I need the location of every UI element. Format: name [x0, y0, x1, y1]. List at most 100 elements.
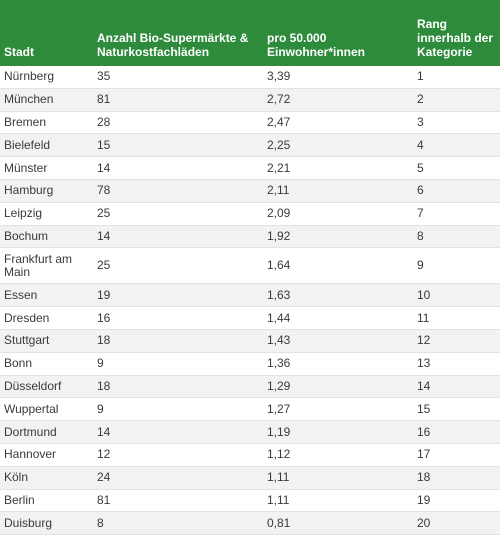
cell-city: Essen — [4, 287, 38, 302]
cell-city: Nürnberg — [4, 69, 55, 84]
cell-per-capita: 1,63 — [267, 287, 291, 302]
table-row: Duisburg 8 0,81 20 — [0, 512, 500, 536]
cell-rank: 12 — [417, 333, 431, 348]
cell-city: Bochum — [4, 228, 49, 243]
cell-per-capita: 2,21 — [267, 160, 291, 175]
table-row: München 81 2,72 2 — [0, 88, 500, 112]
table-row: Bielefeld 15 2,25 4 — [0, 134, 500, 158]
header-city: Stadt — [4, 45, 34, 59]
cell-city: Münster — [4, 160, 48, 175]
table-row: Bonn 9 1,36 13 — [0, 353, 500, 376]
table-row: Berlin 81 1,11 19 — [0, 490, 500, 513]
table-row: Dresden 16 1,44 11 — [0, 307, 500, 330]
cell-city: Bielefeld — [4, 137, 51, 152]
cell-rank: 16 — [417, 424, 431, 439]
table-row: Köln 24 1,11 18 — [0, 466, 500, 490]
cell-per-capita: 1,92 — [267, 228, 291, 243]
cell-rank: 19 — [417, 492, 431, 507]
cell-rank: 4 — [417, 137, 424, 152]
cell-per-capita: 1,44 — [267, 310, 291, 325]
cell-city: Berlin — [4, 492, 35, 507]
cell-per-capita: 2,25 — [267, 137, 291, 152]
cell-city: Bremen — [4, 114, 47, 129]
table-row: Münster 14 2,21 5 — [0, 157, 500, 180]
cell-count: 25 — [97, 258, 111, 273]
header-rank: Rang innerhalb der Kategorie — [417, 17, 494, 59]
cell-per-capita: 1,19 — [267, 424, 291, 439]
cell-count: 14 — [97, 160, 111, 175]
cell-per-capita: 1,11 — [267, 470, 290, 485]
cell-per-capita: 1,43 — [267, 333, 291, 348]
cell-city: Dortmund — [4, 424, 57, 439]
cell-count: 16 — [97, 310, 111, 325]
cell-rank: 6 — [417, 183, 424, 198]
cell-city: Düsseldorf — [4, 378, 62, 393]
cell-per-capita: 2,72 — [267, 92, 291, 107]
cell-rank: 10 — [417, 287, 431, 302]
cell-count: 15 — [97, 137, 111, 152]
cell-count: 28 — [97, 114, 111, 129]
cell-per-capita: 0,81 — [267, 515, 291, 530]
cell-per-capita: 1,27 — [267, 401, 291, 416]
cell-count: 18 — [97, 378, 111, 393]
cell-per-capita: 3,39 — [267, 69, 291, 84]
table-row: Düsseldorf 18 1,29 14 — [0, 375, 500, 399]
cell-count: 14 — [97, 228, 111, 243]
cell-city: Wuppertal — [4, 401, 59, 416]
cell-rank: 14 — [417, 378, 431, 393]
cell-count: 25 — [97, 206, 111, 221]
table-row: Nürnberg 35 3,39 1 — [0, 66, 500, 89]
table-body: Nürnberg 35 3,39 1 München 81 2,72 2 Bremen 28 2,4… — [0, 66, 500, 536]
cell-city: Köln — [4, 470, 29, 485]
cell-city: Hamburg — [4, 183, 54, 198]
cell-per-capita: 1,64 — [267, 258, 291, 273]
cell-city: München — [4, 92, 54, 107]
cell-count: 19 — [97, 287, 111, 302]
table-row: Essen 19 1,63 10 — [0, 284, 500, 308]
table-header: Stadt Anzahl Bio-Supermärkte & Naturkost… — [0, 0, 500, 66]
cell-rank: 8 — [417, 228, 424, 243]
cell-city: Frankfurt am Main — [4, 251, 73, 279]
cell-count: 24 — [97, 470, 111, 485]
table-row: Wuppertal 9 1,27 15 — [0, 398, 500, 422]
cell-rank: 9 — [417, 258, 424, 273]
cell-rank: 15 — [417, 401, 431, 416]
cell-city: Bonn — [4, 356, 33, 371]
cell-count: 35 — [97, 69, 111, 84]
cell-rank: 17 — [417, 447, 431, 462]
cell-per-capita: 1,29 — [267, 378, 291, 393]
cell-rank: 13 — [417, 356, 431, 371]
cell-rank: 7 — [417, 206, 424, 221]
table-row: Dortmund 14 1,19 16 — [0, 421, 500, 444]
table-row: Bremen 28 2,47 3 — [0, 112, 500, 135]
cell-rank: 1 — [417, 69, 424, 84]
cell-rank: 3 — [417, 114, 424, 129]
cell-rank: 2 — [417, 92, 424, 107]
cell-count: 8 — [97, 515, 104, 530]
cell-per-capita: 2,47 — [267, 114, 291, 129]
cell-count: 9 — [97, 401, 104, 416]
cell-count: 12 — [97, 447, 111, 462]
cell-per-capita: 2,09 — [267, 206, 291, 221]
cell-city: Dresden — [4, 310, 50, 325]
cell-per-capita: 2,11 — [267, 183, 290, 198]
cell-count: 81 — [97, 92, 111, 107]
cell-count: 14 — [97, 424, 111, 439]
cell-per-capita: 1,11 — [267, 492, 290, 507]
cell-city: Duisburg — [4, 515, 53, 530]
cell-count: 78 — [97, 183, 111, 198]
table-row: Leipzig 25 2,09 7 — [0, 203, 500, 226]
cell-count: 18 — [97, 333, 111, 348]
header-count: Anzahl Bio-Supermärkte & Naturkostfachlä… — [97, 31, 249, 59]
cell-city: Stuttgart — [4, 333, 50, 348]
table-row: Hamburg 78 2,11 6 — [0, 179, 500, 203]
cell-city: Hannover — [4, 447, 57, 462]
cell-rank: 18 — [417, 470, 431, 485]
cell-rank: 20 — [417, 515, 431, 530]
table-row: Hannover 12 1,12 17 — [0, 444, 500, 467]
cell-city: Leipzig — [4, 206, 43, 221]
cell-rank: 11 — [417, 310, 430, 325]
cell-count: 81 — [97, 492, 111, 507]
cell-per-capita: 1,12 — [267, 447, 291, 462]
